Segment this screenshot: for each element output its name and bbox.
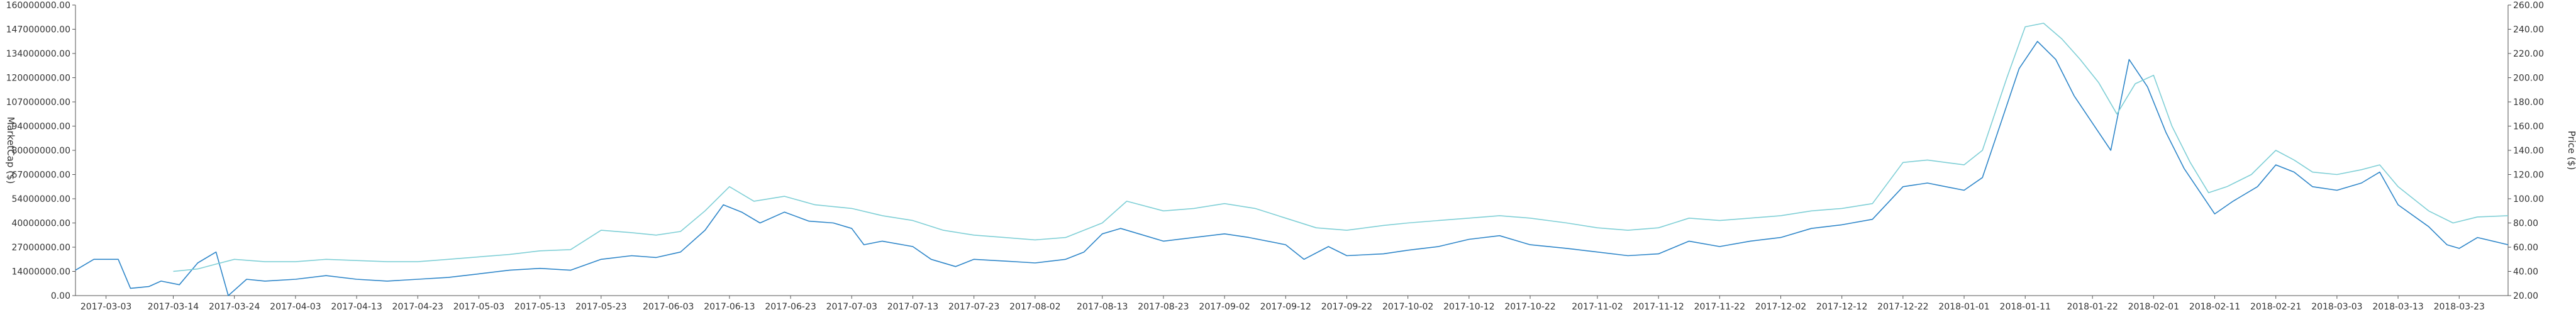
y-right-tick-label: 140.00 [2513,146,2544,156]
y-right-tick-label: 260.00 [2513,1,2544,11]
y-left-tick-label: 80000000.00 [11,146,70,156]
x-tick-label: 2017-06-13 [704,302,755,312]
x-tick-label: 2017-10-12 [1443,302,1494,312]
x-tick-label: 2017-12-22 [1877,302,1928,312]
y-left-tick-label: 147000000.00 [6,25,70,35]
x-tick-label: 2017-03-24 [209,302,260,312]
y-right-tick-label: 180.00 [2513,97,2544,108]
x-tick-label: 2017-06-03 [643,302,694,312]
y-left-tick-label: 27000000.00 [11,243,70,253]
y-right-tick-label: 240.00 [2513,25,2544,35]
y-right-axis-title: Price ($) [2566,131,2576,170]
x-tick-label: 2018-01-01 [1938,302,1989,312]
x-tick-label: 2017-06-23 [765,302,816,312]
y-left-tick-label: 40000000.00 [11,219,70,229]
x-tick-label: 2018-03-23 [2434,302,2485,312]
x-tick-label: 2017-07-23 [948,302,999,312]
x-tick-label: 2017-08-23 [1138,302,1189,312]
x-tick-label: 2017-10-02 [1382,302,1433,312]
y-right-tick-label: 60.00 [2513,243,2538,253]
x-tick-label: 2017-08-02 [1009,302,1060,312]
x-tick-label: 2017-05-23 [575,302,626,312]
x-tick-label: 2018-02-01 [2128,302,2179,312]
x-tick-label: 2018-02-21 [2250,302,2301,312]
y-left-tick-label: 0.00 [51,291,70,301]
y-right-tick-label: 80.00 [2513,219,2538,229]
y-left-tick-label: 54000000.00 [11,194,70,204]
marketcap-series-line [75,41,2509,296]
x-tick-label: 2017-11-22 [1694,302,1745,312]
x-tick-label: 2017-12-12 [1816,302,1867,312]
x-tick-label: 2017-09-02 [1199,302,1250,312]
y-left-tick-label: 14000000.00 [11,267,70,277]
x-tick-label: 2017-10-22 [1504,302,1555,312]
y-left-tick-label: 107000000.00 [6,97,70,108]
price-series-line [173,23,2509,272]
x-tick-label: 2017-07-03 [826,302,877,312]
x-tick-label: 2018-01-22 [2067,302,2118,312]
y-right-tick-label: 100.00 [2513,194,2544,204]
x-tick-label: 2017-07-13 [887,302,938,312]
x-tick-label: 2017-04-13 [331,302,382,312]
y-left-tick-label: 67000000.00 [11,170,70,181]
x-tick-label: 2017-09-12 [1260,302,1311,312]
y-right-tick-label: 200.00 [2513,74,2544,84]
x-tick-label: 2017-05-03 [453,302,504,312]
y-left-tick-label: 94000000.00 [11,122,70,132]
x-tick-label: 2017-11-02 [1572,302,1623,312]
x-tick-label: 2017-03-03 [80,302,131,312]
y-right-tick-label: 160.00 [2513,122,2544,132]
x-tick-label: 2017-04-03 [270,302,321,312]
y-left-tick-label: 134000000.00 [6,49,70,59]
x-tick-label: 2017-03-14 [148,302,199,312]
x-tick-label: 2018-03-03 [2311,302,2362,312]
x-tick-label: 2017-11-12 [1633,302,1684,312]
x-tick-label: 2017-04-23 [392,302,443,312]
x-tick-label: 2017-12-02 [1755,302,1806,312]
y-left-axis-title: MarketCap ($) [5,117,16,184]
x-tick-label: 2018-03-13 [2372,302,2423,312]
y-right-tick-label: 20.00 [2513,291,2538,301]
x-tick-label: 2018-01-11 [2000,302,2051,312]
y-right-tick-label: 220.00 [2513,49,2544,59]
x-tick-label: 2018-02-11 [2189,302,2240,312]
x-tick-label: 2017-09-22 [1321,302,1372,312]
x-tick-label: 2017-05-13 [514,302,565,312]
x-tick-label: 2017-08-13 [1077,302,1128,312]
y-left-tick-label: 120000000.00 [6,74,70,84]
y-right-tick-label: 120.00 [2513,170,2544,181]
y-right-tick-label: 40.00 [2513,267,2538,277]
y-left-tick-label: 160000000.00 [6,1,70,11]
